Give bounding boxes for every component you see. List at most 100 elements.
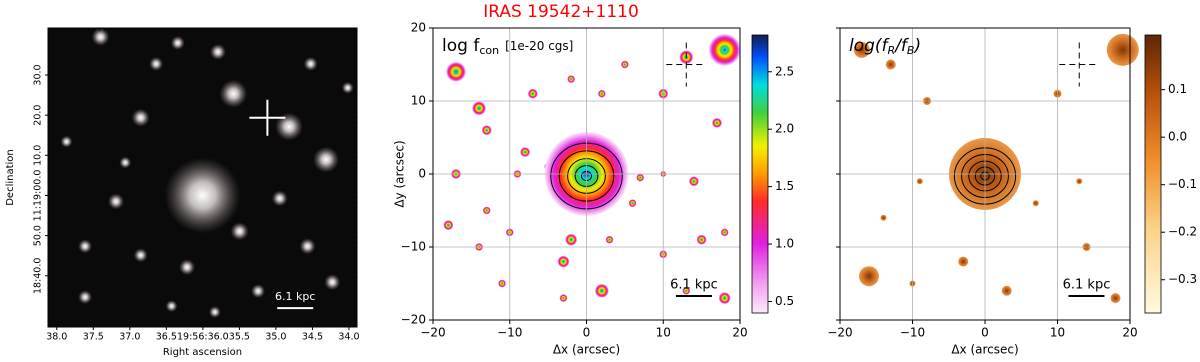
star <box>303 56 318 71</box>
label-unit: [1e-20 cgs] <box>505 39 573 53</box>
source <box>916 178 923 185</box>
star <box>219 79 248 108</box>
axes-frame <box>839 27 1131 321</box>
crosshair <box>1059 42 1100 87</box>
source <box>605 235 614 244</box>
x-axis-label: Δx (arcsec) <box>553 343 620 357</box>
x-tick-label: 34.5 <box>302 332 323 343</box>
source <box>557 255 570 268</box>
source <box>1032 200 1039 207</box>
source <box>472 101 487 116</box>
source <box>594 283 609 298</box>
x-axis-label: Right ascension <box>163 347 242 358</box>
source <box>498 279 507 288</box>
chart-title: IRAS 19542+1110 <box>483 2 639 22</box>
source <box>481 125 492 136</box>
x-tick-label: 37.5 <box>83 332 104 343</box>
source <box>520 147 531 158</box>
source <box>1110 293 1121 304</box>
x-tick-label: 0 <box>981 326 989 340</box>
axes-frame <box>432 27 741 321</box>
x-tick-label: 36.5 <box>156 332 177 343</box>
star <box>78 239 93 254</box>
colorbar-tick-label: −0.2 <box>1168 225 1197 239</box>
y-tick-label: −10 <box>401 240 426 254</box>
colorbar-tick-label: 1.0 <box>775 237 794 251</box>
x-tick-label: −20 <box>420 326 445 340</box>
image-content <box>60 27 354 319</box>
star <box>119 156 132 169</box>
source <box>482 206 491 215</box>
y-tick-label: 10 <box>411 94 426 108</box>
source <box>628 199 637 208</box>
label-part: log <box>442 36 473 56</box>
x-tick-label: 35.5 <box>229 332 250 343</box>
x-tick-label: 35.0 <box>265 332 286 343</box>
label-part: B <box>907 44 915 57</box>
star <box>170 35 185 50</box>
star <box>149 56 164 71</box>
source <box>1001 285 1012 296</box>
x-tick-label: −10 <box>900 326 925 340</box>
star <box>60 135 73 148</box>
star <box>209 43 226 60</box>
source <box>885 59 896 70</box>
source <box>720 228 729 237</box>
source <box>565 233 578 246</box>
colorbar-tick-label: 0.5 <box>775 294 794 308</box>
y-tick-label: 30.0 <box>33 64 44 85</box>
star <box>179 259 196 276</box>
star <box>341 81 354 94</box>
star <box>313 146 340 173</box>
label-part: ) <box>912 36 921 56</box>
star <box>271 190 288 207</box>
star <box>230 222 249 241</box>
y-axis-label: Declination <box>5 149 16 206</box>
source <box>636 173 645 182</box>
colorbar <box>751 34 769 314</box>
x-tick-label: 20 <box>732 326 747 340</box>
crosshair <box>249 99 286 136</box>
y-axis-label: Δy (arcsec) <box>393 140 407 207</box>
y-tick-label: 50.0 <box>33 225 44 246</box>
star <box>107 193 124 210</box>
label-part: f <box>473 36 480 56</box>
star <box>91 27 110 46</box>
star <box>78 290 93 305</box>
label-part: /f <box>893 36 910 56</box>
colorbar-tick-label: 2.0 <box>775 122 794 136</box>
star <box>133 248 148 263</box>
x-tick-label: 19:56:36.0 <box>177 332 229 343</box>
scale-bar-label: 6.1 kpc <box>1063 277 1111 292</box>
star <box>324 274 341 291</box>
source <box>567 75 576 84</box>
source <box>958 256 969 267</box>
source <box>853 41 870 58</box>
y-tick-label: 10.0 <box>33 145 44 166</box>
label-part: log(f <box>849 36 891 56</box>
star <box>164 157 241 234</box>
source <box>446 61 467 82</box>
source <box>859 266 879 287</box>
x-tick-label: 38.0 <box>46 332 67 343</box>
source <box>443 220 454 231</box>
source <box>880 214 887 221</box>
source <box>527 88 538 99</box>
source <box>597 89 606 98</box>
star <box>275 112 304 141</box>
star <box>251 284 266 299</box>
source <box>1076 178 1083 185</box>
colorbar-tick-label: 0.1 <box>1168 82 1187 96</box>
y-tick-label: −20 <box>401 313 426 327</box>
scale-bar-label: 6.1 kpc <box>275 290 315 303</box>
x-tick-label: −20 <box>827 326 852 340</box>
panel-label: log(fR/fB) <box>849 36 921 57</box>
source <box>1106 33 1139 66</box>
y-tick-label: 11:19:00.0 <box>33 170 44 222</box>
y-tick-label: 20.0 <box>33 105 44 126</box>
x-tick-label: 34.0 <box>338 332 359 343</box>
source <box>708 33 741 66</box>
label-part: R <box>888 44 896 57</box>
panel-label: log fcon [1e-20 cgs] <box>442 36 573 57</box>
